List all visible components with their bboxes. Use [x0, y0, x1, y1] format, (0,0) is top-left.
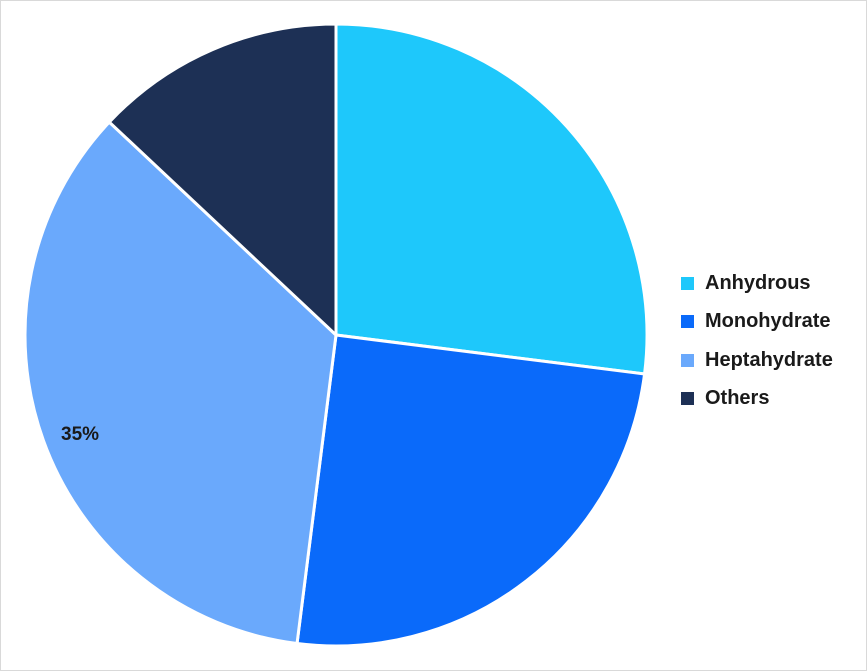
legend-item-others: Others [681, 380, 833, 419]
legend-swatch-monohydrate [681, 315, 694, 329]
pie-slice-anhydrous [334, 22, 649, 376]
data-label-heptahydrate: 35% [61, 424, 100, 445]
legend-label-heptahydrate: Heptahydrate [705, 348, 833, 371]
legend-label-others: Others [705, 387, 770, 410]
pie-slice-others [107, 22, 338, 337]
legend-label-monohydrate: Monohydrate [705, 310, 831, 333]
legend-swatch-others [681, 392, 694, 406]
legend: Anhydrous Monohydrate Heptahydrate Other… [681, 264, 833, 418]
legend-item-monohydrate: Monohydrate [681, 303, 833, 342]
pie-slice-monohydrate [295, 333, 647, 648]
legend-swatch-heptahydrate [681, 353, 694, 367]
legend-label-anhydrous: Anhydrous [705, 271, 811, 294]
legend-swatch-anhydrous [681, 276, 694, 290]
legend-item-anhydrous: Anhydrous [681, 264, 833, 303]
legend-item-heptahydrate: Heptahydrate [681, 341, 833, 380]
pie-slice-heptahydrate [23, 120, 338, 646]
